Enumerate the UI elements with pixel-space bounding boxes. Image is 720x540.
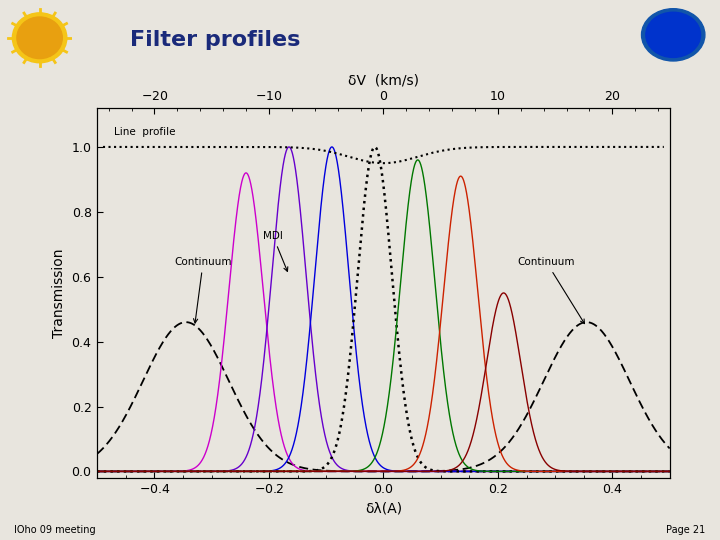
Text: MDI: MDI (264, 232, 288, 272)
Circle shape (12, 13, 67, 63)
Y-axis label: Transmission: Transmission (52, 248, 66, 338)
Circle shape (642, 9, 705, 61)
X-axis label: δλ(A): δλ(A) (365, 501, 402, 515)
Text: IOho 09 meeting: IOho 09 meeting (14, 524, 96, 535)
Circle shape (646, 12, 701, 57)
Text: Line  profile: Line profile (114, 127, 176, 137)
Circle shape (17, 17, 63, 59)
X-axis label: δV  (km/s): δV (km/s) (348, 73, 419, 87)
Text: Page 21: Page 21 (666, 524, 706, 535)
Text: Filter profiles: Filter profiles (130, 30, 300, 51)
Text: Continuum: Continuum (174, 258, 232, 323)
Text: Continuum: Continuum (518, 258, 585, 323)
